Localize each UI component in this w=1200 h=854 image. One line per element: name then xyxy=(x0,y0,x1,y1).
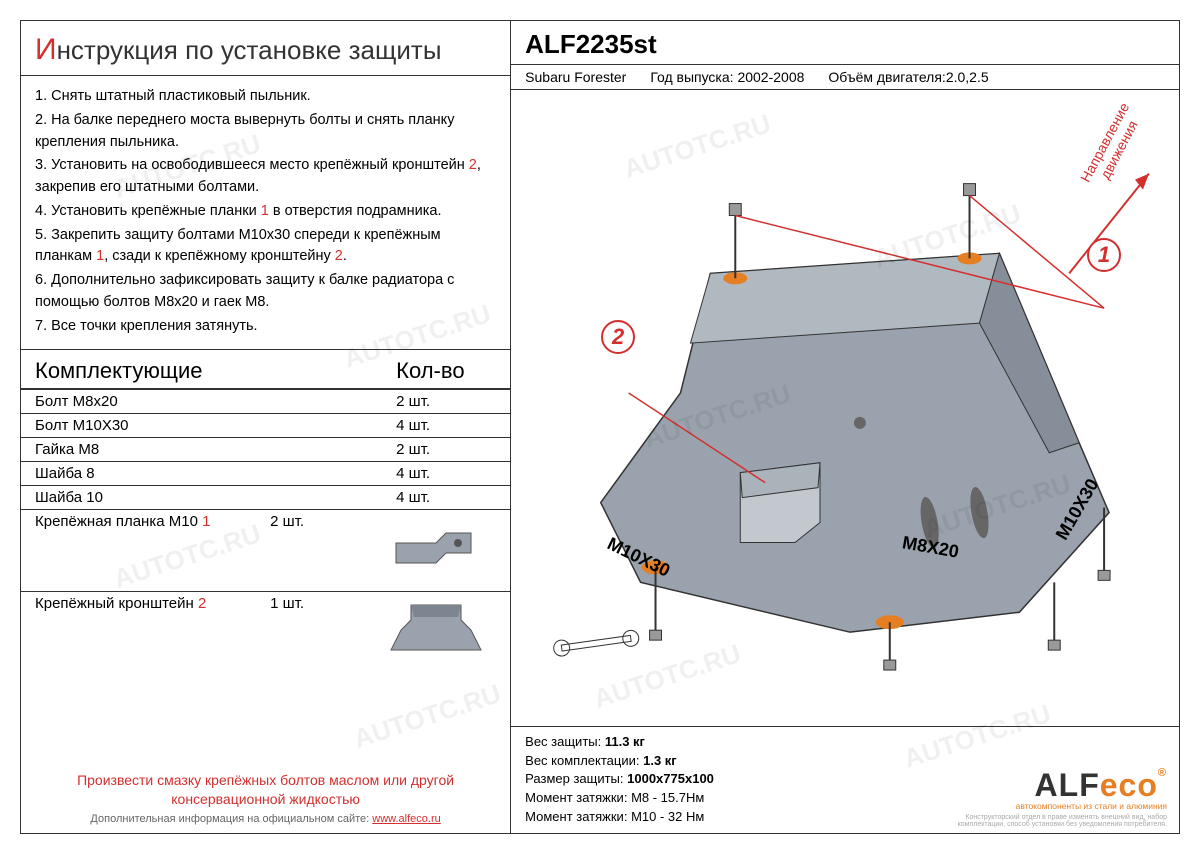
spec-row: Момент затяжки: М8 - 15.7Нм xyxy=(525,789,915,808)
skid-plate-drawing xyxy=(511,90,1179,726)
spec-row: Размер защиты: 1000х775х100 xyxy=(525,770,915,789)
step: 3. Установить на освободившееся место кр… xyxy=(35,155,496,199)
table-row: Шайба 104 шт. xyxy=(21,486,510,510)
table-row: Крепёжный кронштейн 2 1 шт. xyxy=(21,592,510,674)
step: 4. Установить крепёжные планки 1 в отвер… xyxy=(35,201,496,223)
warning-text: Произвести смазку крепёжных болтов масло… xyxy=(41,771,490,809)
step: 2. На балке переднего моста вывернуть бо… xyxy=(35,110,496,154)
diagram: Направление движения 1 2 M10X30 M8X20 M1… xyxy=(511,90,1179,726)
specs: Вес защиты: 11.3 кг Вес комплектации: 1.… xyxy=(511,727,929,833)
step: 6. Дополнительно зафиксировать защиту к … xyxy=(35,270,496,314)
year: Год выпуска: 2002-2008 xyxy=(650,69,804,85)
header-info-row: Subaru Forester Год выпуска: 2002-2008 О… xyxy=(511,65,1179,90)
right-column: ALF2235st Subaru Forester Год выпуска: 2… xyxy=(510,21,1179,833)
table-row: Крепёжная планка М10 1 2 шт. xyxy=(21,510,510,592)
step: 7. Все точки крепления затянуть. xyxy=(35,316,496,338)
table-row: Гайка М82 шт. xyxy=(21,438,510,462)
bracket-u-icon xyxy=(376,595,496,655)
spec-row: Момент затяжки: М10 - 32 Нм xyxy=(525,808,915,827)
warning-box: Произвести смазку крепёжных болтов масло… xyxy=(21,759,510,833)
info-line: Дополнительная информация на официальном… xyxy=(41,813,490,825)
callout-1: 1 xyxy=(1087,238,1121,272)
model-code: ALF2235st xyxy=(525,29,1165,60)
logo-subtitle: автокомпоненты из стали и алюминия xyxy=(929,801,1167,811)
title-rest: нструкция по установке защиты xyxy=(57,35,442,65)
instructions: 1. Снять штатный пластиковый пыльник. 2.… xyxy=(21,75,510,350)
left-column: Инструкция по установке защиты 1. Снять … xyxy=(21,21,510,833)
title-capital: И xyxy=(35,33,57,66)
spec-row: Вес защиты: 11.3 кг xyxy=(525,733,915,752)
table-row: Болт М8х202 шт. xyxy=(21,390,510,414)
engine: Объём двигателя:2.0,2.5 xyxy=(828,69,988,85)
logo-text: ALFeco® xyxy=(929,767,1167,804)
parts-header-qty: Кол-во xyxy=(396,358,496,384)
parts-header: Комплектующие Кол-во xyxy=(21,350,510,390)
page-title: Инструкция по установке защиты xyxy=(21,21,510,75)
vehicle: Subaru Forester xyxy=(525,69,626,85)
page: Инструкция по установке защиты 1. Снять … xyxy=(20,20,1180,834)
callout-2: 2 xyxy=(601,320,635,354)
table-row: Болт М10Х304 шт. xyxy=(21,414,510,438)
header-code-row: ALF2235st xyxy=(511,21,1179,65)
parts-table: Болт М8х202 шт. Болт М10Х304 шт. Гайка М… xyxy=(21,390,510,674)
spec-row: Вес комплектации: 1.3 кг xyxy=(525,752,915,771)
step: 1. Снять штатный пластиковый пыльник. xyxy=(35,86,496,108)
logo-legal: Конструкторский отдел в праве изменять в… xyxy=(929,814,1167,829)
footer: Вес защиты: 11.3 кг Вес комплектации: 1.… xyxy=(511,726,1179,833)
website-link[interactable]: www.alfeco.ru xyxy=(372,813,440,825)
logo: ALFeco® автокомпоненты из стали и алюмин… xyxy=(929,763,1179,833)
table-row: Шайба 84 шт. xyxy=(21,462,510,486)
parts-header-name: Комплектующие xyxy=(35,358,396,384)
bracket-l-icon xyxy=(376,513,496,573)
step: 5. Закрепить защиту болтами М10х30 спере… xyxy=(35,225,496,269)
